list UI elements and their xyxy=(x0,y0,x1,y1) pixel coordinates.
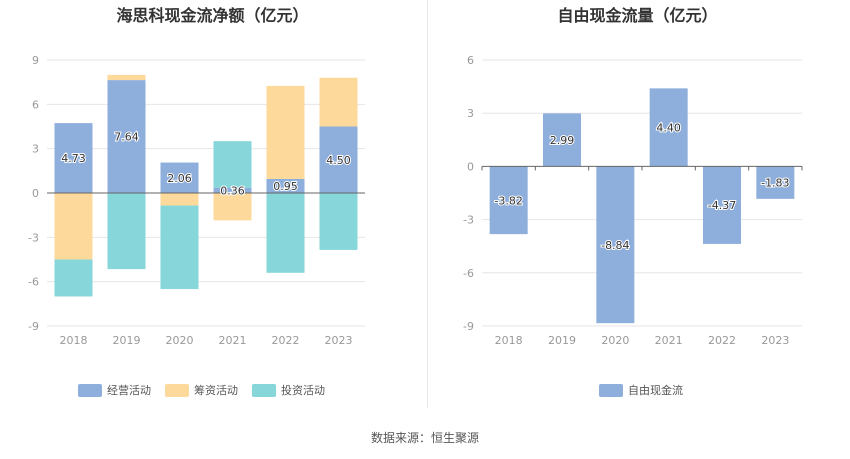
left-bar-financing xyxy=(266,85,305,179)
left-bar-investing xyxy=(319,193,358,250)
left-data-label: 4.73 xyxy=(61,152,86,165)
left-y-tick-label: 3 xyxy=(32,143,39,156)
right-bar-free-cash-flow xyxy=(649,88,688,167)
left-x-tick-label: 2022 xyxy=(272,334,300,347)
left-legend-item[interactable]: 投资活动 xyxy=(252,382,325,398)
left-x-tick-label: 2019 xyxy=(113,334,141,347)
left-chart-title: 海思科现金流净额（亿元） xyxy=(116,6,309,25)
right-chart-title: 自由现金流量（亿元） xyxy=(557,6,718,25)
left-bar-investing xyxy=(213,141,252,188)
right-bar-free-cash-flow xyxy=(489,166,528,235)
right-bar-free-cash-flow xyxy=(703,166,741,244)
right-data-label: 4.40 xyxy=(656,121,681,134)
left-legend-label: 投资活动 xyxy=(281,384,325,397)
left-bar-operating xyxy=(266,178,305,193)
right-legend-label: 自由现金流 xyxy=(628,384,683,397)
left-x-tick-label: 2023 xyxy=(325,334,353,347)
left-y-tick-label: -3 xyxy=(28,231,39,244)
left-bar-investing xyxy=(107,193,146,270)
data-source-note: 数据来源：恒生聚源 xyxy=(370,431,479,445)
right-x-tick-label: 2021 xyxy=(655,334,683,347)
panel-divider xyxy=(427,0,428,408)
left-legend-swatch xyxy=(78,383,102,397)
right-bar-free-cash-flow xyxy=(756,166,795,199)
right-y-tick-label: -3 xyxy=(463,214,474,227)
right-y-tick-label: 6 xyxy=(467,54,474,67)
right-x-tick-label: 2018 xyxy=(495,334,523,347)
left-y-tick-label: 9 xyxy=(32,54,39,67)
left-y-tick-label: 0 xyxy=(32,187,39,200)
right-data-label: -4.37 xyxy=(708,199,736,212)
left-y-tick-label: 6 xyxy=(32,98,39,111)
left-x-tick-label: 2018 xyxy=(60,334,88,347)
right-y-tick-label: -9 xyxy=(463,320,474,333)
left-data-label: 0.95 xyxy=(273,180,298,193)
left-legend-swatch xyxy=(252,383,276,397)
right-y-tick-label: 3 xyxy=(467,107,474,120)
right-x-tick-label: 2020 xyxy=(601,334,629,347)
right-legend-swatch xyxy=(599,383,623,397)
left-legend-item[interactable]: 经营活动 xyxy=(78,382,151,398)
right-y-tick-label: -6 xyxy=(463,267,474,280)
left-data-label: 2.06 xyxy=(167,172,192,185)
right-legend-item[interactable]: 自由现金流 xyxy=(599,382,683,398)
right-data-label: -1.83 xyxy=(761,177,789,190)
left-bar-financing xyxy=(54,193,93,260)
left-x-tick-label: 2020 xyxy=(166,334,194,347)
left-y-tick-label: -9 xyxy=(28,320,39,333)
left-data-label: 0.36 xyxy=(220,184,245,197)
right-y-tick-label: 0 xyxy=(467,160,474,173)
left-bar-operating xyxy=(107,80,146,193)
left-chart-legend: 经营活动 筹资活动 投资活动 xyxy=(78,382,339,398)
left-bar-operating xyxy=(160,162,199,193)
left-bar-investing xyxy=(54,259,93,297)
left-legend-swatch xyxy=(165,383,189,397)
left-bar-investing xyxy=(266,193,305,273)
right-data-label: -8.84 xyxy=(601,239,629,252)
right-bar-free-cash-flow xyxy=(596,166,635,324)
left-legend-label: 经营活动 xyxy=(107,384,151,397)
left-bar-operating xyxy=(319,126,358,193)
left-legend-item[interactable]: 筹资活动 xyxy=(165,382,238,398)
right-chart-legend: 自由现金流 xyxy=(599,382,697,398)
left-data-label: 4.50 xyxy=(326,154,351,167)
left-x-tick-label: 2021 xyxy=(219,334,247,347)
left-bar-financing xyxy=(160,193,199,206)
left-bar-operating xyxy=(213,187,252,193)
right-x-tick-label: 2022 xyxy=(708,334,736,347)
right-x-tick-label: 2019 xyxy=(548,334,576,347)
right-x-tick-label: 2023 xyxy=(761,334,789,347)
left-data-label: 7.64 xyxy=(114,131,139,144)
right-data-label: -3.82 xyxy=(494,194,522,207)
left-bar-financing xyxy=(213,193,252,221)
right-bar-free-cash-flow xyxy=(543,113,581,167)
right-data-label: 2.99 xyxy=(550,134,575,147)
left-bar-financing xyxy=(319,77,358,127)
left-bar-investing xyxy=(160,205,199,290)
left-bar-financing xyxy=(107,74,146,81)
left-bar-operating xyxy=(54,123,93,193)
left-legend-label: 筹资活动 xyxy=(194,384,238,397)
left-y-tick-label: -6 xyxy=(28,276,39,289)
